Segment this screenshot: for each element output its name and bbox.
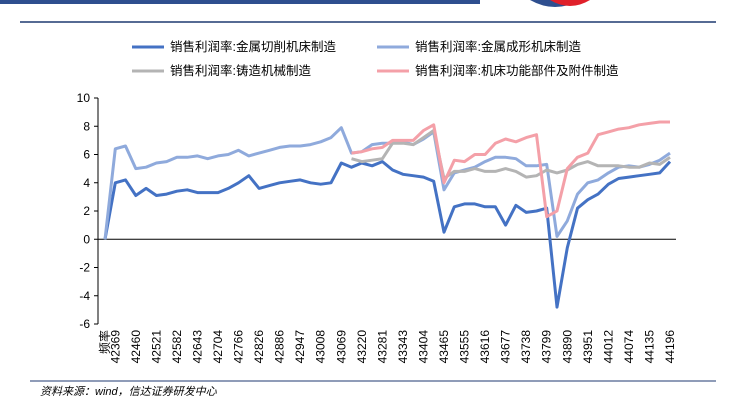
x-tick-label: 44196 [663, 330, 677, 364]
x-tick-label: 44012 [601, 330, 615, 364]
series-line [103, 160, 672, 309]
x-tick-label: 43404 [416, 330, 430, 364]
y-tick-label: -4 [79, 289, 90, 303]
x-tick-label: 42704 [211, 330, 225, 364]
x-tick-label: 42766 [232, 330, 246, 364]
x-tick-label: 44074 [622, 330, 636, 364]
y-tick-label: 2 [83, 204, 90, 218]
x-tick-label: 43343 [396, 330, 410, 364]
x-tick-label: 42460 [129, 330, 143, 364]
y-tick-label: -6 [79, 317, 90, 331]
x-tick-label: 43951 [581, 330, 595, 364]
header-bar [0, 0, 480, 4]
x-tick-label: 43220 [355, 330, 369, 364]
y-tick-label: 0 [83, 232, 90, 246]
series-line [351, 129, 671, 180]
x-tick-label: 43890 [560, 330, 574, 364]
x-tick-label: 43677 [499, 330, 513, 364]
x-tick-label: 42643 [190, 330, 204, 364]
logo [550, 0, 590, 6]
x-tick-label: 43281 [375, 330, 389, 364]
x-tick-label: 43738 [519, 330, 533, 364]
x-tick-label: 42582 [170, 330, 184, 364]
x-tick-label: 42886 [273, 330, 287, 364]
x-tick-label: 43069 [334, 330, 348, 364]
legend-label: 销售利润率:机床功能部件及附件制造 [415, 63, 619, 78]
y-tick-label: 10 [77, 91, 91, 105]
x-tick-label: 44135 [642, 330, 656, 364]
y-tick-label: 4 [83, 176, 90, 190]
x-tick-label: 43465 [437, 330, 451, 364]
x-tick-label: 43616 [478, 330, 492, 364]
x-tick-label: 42826 [252, 330, 266, 364]
x-tick-label: 频率 [97, 330, 112, 354]
y-tick-label: 8 [83, 119, 90, 133]
legend-label: 销售利润率:金属切削机床制造 [170, 39, 336, 54]
x-tick-label: 43799 [540, 330, 554, 364]
source: 资料来源：wind，信达证券研发中心 [40, 385, 218, 398]
x-tick-label: 42369 [108, 330, 122, 364]
legend-label: 销售利润率:铸造机械制造 [170, 63, 311, 78]
x-tick-label: 43555 [458, 330, 472, 364]
legend-label: 销售利润率:金属成形机床制造 [415, 39, 581, 54]
x-tick-label: 42521 [149, 330, 163, 364]
x-tick-label: 42947 [293, 330, 307, 364]
y-tick-label: 6 [83, 148, 90, 162]
x-tick-label: 43008 [314, 330, 328, 364]
series-line [351, 120, 670, 219]
y-tick-label: -2 [79, 261, 90, 275]
